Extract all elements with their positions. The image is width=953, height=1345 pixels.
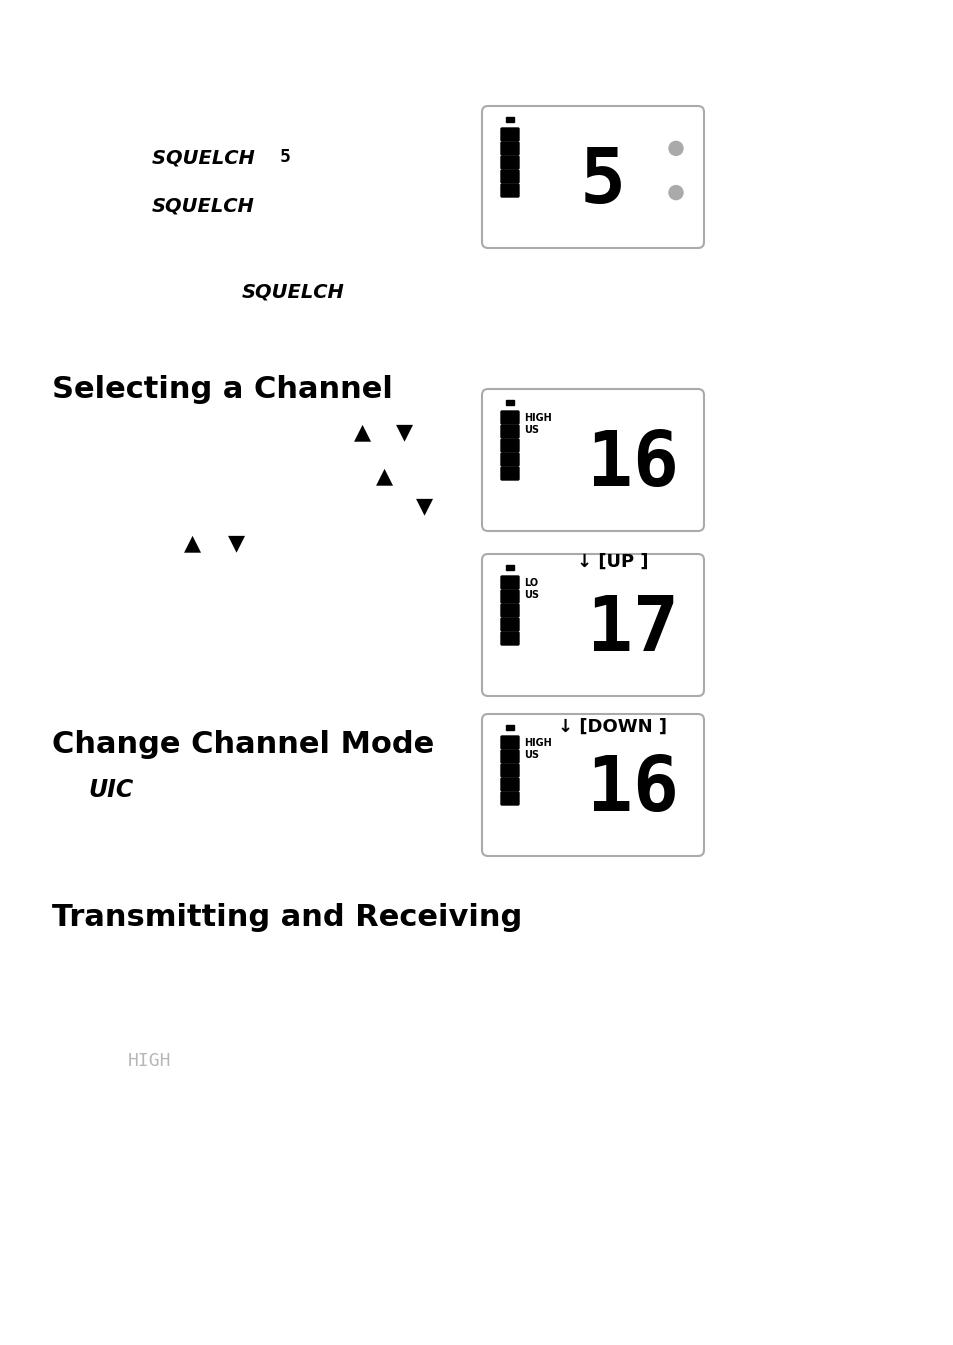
Text: ▼: ▼ [396, 422, 414, 443]
Text: 5: 5 [579, 145, 625, 219]
Text: SQUELCH: SQUELCH [242, 282, 345, 303]
Text: LO: LO [523, 578, 537, 588]
Text: 16: 16 [586, 753, 679, 827]
Text: 5: 5 [280, 148, 291, 165]
FancyBboxPatch shape [500, 604, 518, 617]
FancyBboxPatch shape [500, 777, 518, 791]
FancyBboxPatch shape [500, 576, 518, 589]
FancyBboxPatch shape [500, 412, 518, 424]
FancyBboxPatch shape [500, 792, 518, 806]
Text: ▼: ▼ [228, 533, 245, 553]
FancyBboxPatch shape [481, 554, 703, 695]
Bar [505, 399, 514, 405]
Text: ▲: ▲ [355, 422, 371, 443]
FancyBboxPatch shape [500, 751, 518, 763]
FancyBboxPatch shape [500, 617, 518, 631]
FancyBboxPatch shape [500, 467, 518, 480]
FancyBboxPatch shape [481, 714, 703, 855]
FancyBboxPatch shape [500, 184, 518, 196]
Text: ▼: ▼ [416, 496, 433, 516]
Text: SQUELCH: SQUELCH [152, 148, 261, 167]
FancyBboxPatch shape [500, 590, 518, 603]
FancyBboxPatch shape [500, 128, 518, 141]
Text: Selecting a Channel: Selecting a Channel [52, 375, 393, 404]
Text: Change Channel Mode: Change Channel Mode [52, 730, 434, 759]
Text: Transmitting and Receiving: Transmitting and Receiving [52, 902, 521, 932]
FancyBboxPatch shape [481, 389, 703, 531]
Text: UIC: UIC [88, 777, 133, 802]
Text: US: US [523, 751, 538, 760]
FancyBboxPatch shape [481, 106, 703, 247]
Bar [505, 725, 514, 730]
FancyBboxPatch shape [500, 736, 518, 749]
Text: 17: 17 [586, 593, 679, 667]
FancyBboxPatch shape [500, 156, 518, 169]
Text: ↓ [DOWN ]: ↓ [DOWN ] [558, 718, 667, 736]
FancyBboxPatch shape [500, 425, 518, 438]
FancyBboxPatch shape [500, 438, 518, 452]
Circle shape [668, 141, 682, 156]
Text: HIGH: HIGH [128, 1052, 172, 1071]
Text: HIGH: HIGH [523, 413, 551, 422]
Text: HIGH: HIGH [523, 738, 551, 748]
Text: ▲: ▲ [376, 465, 394, 486]
Text: 16: 16 [586, 428, 679, 502]
Text: ↓ [UP ]: ↓ [UP ] [577, 553, 648, 572]
FancyBboxPatch shape [500, 632, 518, 646]
Bar [505, 565, 514, 570]
Bar [505, 117, 514, 122]
FancyBboxPatch shape [500, 143, 518, 155]
Text: SQUELCH: SQUELCH [152, 196, 254, 217]
FancyBboxPatch shape [500, 764, 518, 777]
Circle shape [668, 186, 682, 199]
Text: US: US [523, 590, 538, 600]
Text: US: US [523, 425, 538, 434]
FancyBboxPatch shape [500, 169, 518, 183]
FancyBboxPatch shape [500, 453, 518, 465]
Text: ▲: ▲ [184, 533, 201, 553]
